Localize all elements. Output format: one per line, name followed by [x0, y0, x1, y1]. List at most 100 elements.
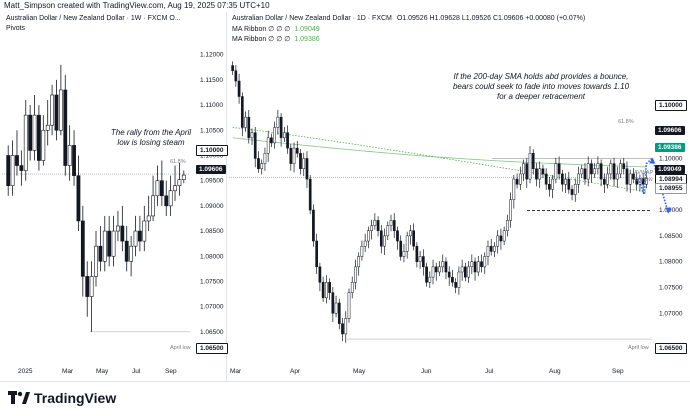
- daily-candle-64: [438, 266, 441, 273]
- weekly-candle-23: [107, 230, 112, 257]
- weekly-chart-panel[interactable]: Australian Dollar / New Zealand Dollar ·…: [0, 12, 228, 381]
- weekly-y-tick-5: 1.09500: [200, 178, 224, 185]
- daily-candle-100: [554, 163, 558, 180]
- daily-badge-3: 1.09386: [655, 143, 685, 152]
- daily-candle-76: [476, 261, 480, 273]
- daily-candle-28: [321, 282, 325, 299]
- daily-annotation-line3: for a deeper retracement: [496, 92, 586, 101]
- daily-candle-110: [586, 163, 590, 180]
- weekly-y-tick-8: 1.08000: [200, 253, 224, 260]
- weekly-badge-low: 1.06500: [196, 343, 228, 354]
- weekly-y-tick-3: 1.10500: [200, 127, 224, 134]
- daily-candle-46: [379, 230, 383, 247]
- weekly-annotation-line1: The rally from the April: [110, 128, 192, 137]
- avwap-label: AVWAP: [634, 170, 654, 176]
- daily-candle-96: [541, 168, 545, 175]
- daily-candle-123: [628, 173, 632, 185]
- daily-candle-17: [286, 132, 289, 149]
- footer: TradingView: [0, 381, 690, 416]
- daily-candle-5: [247, 116, 251, 139]
- daily-candle-112: [593, 168, 597, 175]
- daily-x-tick-0: Mar: [230, 368, 242, 375]
- daily-candle-10: [263, 153, 267, 164]
- weekly-y-tick-11: 1.06500: [200, 329, 224, 336]
- weekly-candle-19: [89, 276, 94, 297]
- weekly-badge-price: 1.09606: [196, 165, 226, 174]
- weekly-candle-18: [85, 276, 90, 297]
- daily-candle-71: [460, 266, 464, 273]
- daily-candle-29: [325, 282, 328, 299]
- daily-candle-68: [451, 276, 454, 283]
- daily-candle-105: [570, 189, 574, 195]
- weekly-badge-upper: 1.10000: [196, 145, 228, 156]
- daily-y-tick-4: 1.09000: [659, 207, 683, 214]
- daily-candle-45: [376, 220, 380, 231]
- daily-candle-75: [473, 261, 477, 273]
- daily-candle-16: [282, 132, 286, 139]
- daily-candle-25: [312, 209, 315, 242]
- weekly-candle-4: [23, 114, 28, 171]
- daily-candle-44: [373, 220, 377, 226]
- weekly-candle-12: [58, 89, 63, 131]
- daily-candle-8: [257, 158, 260, 170]
- daily-candle-104: [567, 178, 571, 190]
- weekly-x-tick-3: Jul: [132, 368, 141, 375]
- daily-fib-label: 61.8%: [618, 119, 634, 125]
- daily-candle-108: [580, 168, 584, 175]
- daily-candle-41: [363, 240, 367, 247]
- daily-candle-87: [512, 178, 516, 200]
- daily-annotation: If the 200-day SMA holds abd provides a …: [441, 72, 641, 102]
- daily-candle-15: [279, 116, 283, 139]
- weekly-candle-31: [142, 220, 147, 242]
- daily-candle-89: [518, 173, 522, 185]
- daily-candle-53: [402, 251, 406, 257]
- daily-candle-99: [551, 178, 554, 190]
- daily-candle-66: [444, 261, 448, 273]
- daily-y-tick-7: 1.07500: [659, 284, 683, 291]
- tradingview-logo[interactable]: TradingView: [8, 390, 116, 406]
- daily-candle-24: [308, 178, 312, 211]
- weekly-y-tick-6: 1.09000: [200, 203, 224, 210]
- daily-candle-73: [467, 266, 470, 278]
- daily-candle-117: [609, 163, 613, 175]
- daily-candle-63: [434, 266, 438, 273]
- daily-candle-115: [603, 178, 606, 185]
- daily-candle-38: [354, 266, 357, 283]
- daily-candle-35: [344, 318, 348, 335]
- pivots-label: Pivots: [6, 25, 26, 32]
- daily-candle-57: [415, 245, 419, 262]
- weekly-candle-11: [54, 94, 59, 131]
- ma-ribbon-1-legend: MA Ribbon ∅ ∅ ∅ 1.09049: [232, 25, 320, 33]
- daily-candle-59: [421, 256, 425, 268]
- projection-arrow-head-up: [649, 157, 656, 164]
- daily-candle-26: [315, 240, 319, 268]
- weekly-candle-26: [120, 225, 125, 242]
- daily-candle-79: [486, 245, 490, 257]
- daily-chart-title: Australian Dollar / New Zealand Dollar ·…: [232, 15, 585, 22]
- daily-chart-panel[interactable]: Australian Dollar / New Zealand Dollar ·…: [227, 12, 690, 381]
- daily-candle-33: [337, 302, 341, 324]
- daily-candle-81: [493, 245, 496, 252]
- weekly-april-low-label: April low: [170, 345, 191, 351]
- daily-candle-34: [341, 323, 344, 335]
- weekly-y-tick-10: 1.07000: [200, 304, 224, 311]
- daily-candle-121: [622, 163, 626, 170]
- daily-candle-103: [564, 178, 567, 185]
- daily-candle-7: [253, 132, 257, 159]
- daily-candle-9: [260, 163, 264, 170]
- daily-candle-102: [560, 173, 564, 185]
- daily-candle-40: [360, 245, 364, 257]
- daily-candle-6: [250, 132, 254, 139]
- weekly-candle-6: [32, 114, 37, 151]
- ma-ribbon-2-legend: MA Ribbon ∅ ∅ ∅ 1.09386: [232, 35, 320, 43]
- daily-candle-101: [557, 163, 561, 175]
- weekly-fib-label: 61.8%: [170, 159, 186, 165]
- weekly-x-tick-4: Sep: [165, 368, 177, 375]
- daily-y-tick-6: 1.08000: [659, 259, 683, 266]
- daily-candle-49: [389, 220, 393, 226]
- tradingview-wordmark: TradingView: [34, 390, 117, 406]
- weekly-candles[interactable]: 1.12000 1.11500 1.11000 1.10500 1.10000 1.095…: [0, 12, 226, 381]
- daily-x-tick-1: Apr: [290, 368, 301, 375]
- weekly-chart-title: Australian Dollar / New Zealand Dollar ·…: [6, 15, 181, 22]
- daily-candles[interactable]: 1.110001.105001.100001.095001.090001.085…: [227, 12, 690, 381]
